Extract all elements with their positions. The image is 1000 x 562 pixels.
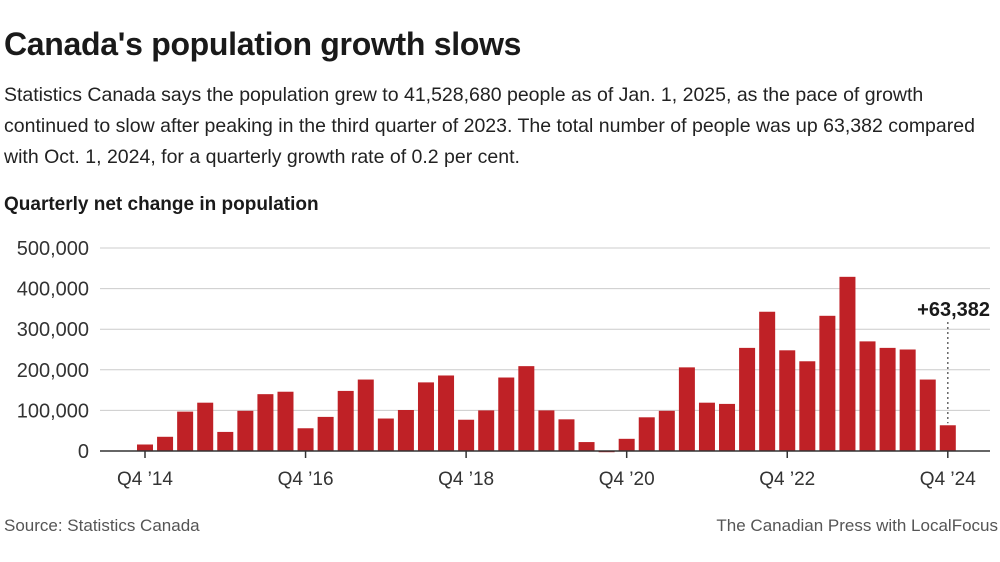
bar: [317, 416, 334, 451]
bar: [739, 347, 756, 451]
bar: [698, 402, 715, 451]
bar: [678, 367, 695, 451]
bar: [759, 311, 776, 451]
bar: [277, 391, 294, 451]
bar: [377, 418, 394, 451]
bar: [799, 361, 816, 451]
bar: [137, 444, 153, 451]
bar: [899, 349, 916, 451]
y-tick-label: 300,000: [17, 319, 89, 341]
bar: [458, 419, 475, 451]
bar: [578, 442, 595, 451]
bar: [357, 379, 374, 451]
bars: [137, 276, 956, 453]
bar: [618, 438, 635, 451]
annotation-label: +63,382: [917, 299, 990, 321]
grid-lines: [100, 247, 990, 411]
y-tick-label: 400,000: [17, 279, 89, 301]
bar: [819, 315, 836, 451]
bar: [177, 411, 194, 451]
bar: [498, 377, 515, 451]
bar: [337, 390, 354, 451]
bar: [417, 382, 434, 451]
bar: [879, 347, 896, 451]
y-tick-label: 0: [78, 441, 89, 463]
bar: [217, 431, 234, 451]
y-axis-labels: 0 100,000 200,000 300,000 400,000 500,000: [17, 238, 89, 463]
credit-note: The Canadian Press with LocalFocus: [716, 516, 998, 535]
bar: [197, 402, 214, 451]
y-tick-label: 200,000: [17, 360, 89, 382]
bar: [779, 350, 796, 451]
bar: [939, 425, 956, 451]
x-axis: [100, 450, 990, 458]
x-tick-label: Q4 ’16: [278, 469, 334, 490]
x-tick-label: Q4 ’14: [117, 469, 173, 490]
x-tick-label: Q4 ’24: [920, 469, 976, 490]
bar: [478, 410, 495, 451]
bar: [859, 341, 876, 451]
bar: [719, 403, 736, 451]
chart-label: Quarterly net change in population: [4, 194, 319, 215]
bar: [397, 409, 414, 451]
bar: [558, 419, 575, 451]
y-tick-label: 100,000: [17, 400, 89, 422]
x-tick-label: Q4 ’20: [599, 469, 655, 490]
x-axis-labels: Q4 ’14 Q4 ’16 Q4 ’18 Q4 ’20 Q4 ’22 Q4 ’24: [117, 469, 976, 490]
bar: [538, 410, 555, 451]
bar: [919, 379, 936, 451]
source-note: Source: Statistics Canada: [4, 516, 200, 535]
bar: [237, 410, 254, 451]
bar: [638, 417, 655, 451]
y-tick-label: 500,000: [17, 238, 89, 260]
x-tick-label: Q4 ’22: [759, 469, 815, 490]
annotation: +63,382: [917, 299, 990, 424]
bar: [297, 428, 314, 451]
bar: [839, 276, 856, 451]
x-tick-label: Q4 ’18: [438, 469, 494, 490]
chart-title: Canada's population growth slows: [4, 26, 522, 62]
population-bar-chart: 0 100,000 200,000 300,000 400,000 500,000 Q4 …: [17, 238, 990, 490]
chart-subtitle: Statistics Canada says the population gr…: [4, 84, 975, 168]
bar: [438, 375, 455, 451]
bar: [157, 436, 174, 451]
bar: [518, 366, 535, 451]
bar: [658, 410, 675, 451]
bar: [257, 394, 274, 451]
